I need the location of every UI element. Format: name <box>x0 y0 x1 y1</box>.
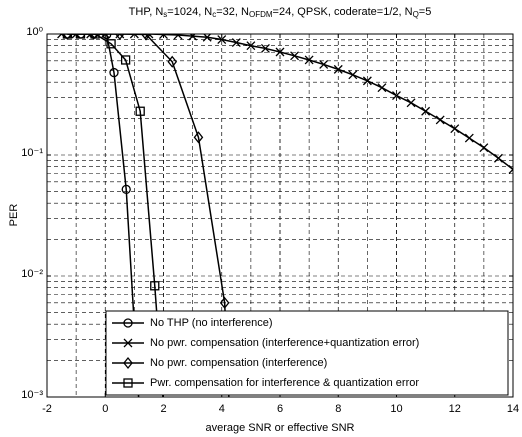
marker <box>144 34 154 39</box>
title-part: =32, N <box>216 6 249 18</box>
marker <box>120 55 131 65</box>
marker <box>106 39 116 49</box>
marker <box>167 55 178 68</box>
x-tick-label: 14 <box>507 403 519 415</box>
y-axis-label: PER <box>8 204 20 227</box>
marker <box>57 34 67 39</box>
marker <box>86 34 96 39</box>
marker <box>392 91 401 101</box>
marker <box>75 34 86 39</box>
marker <box>100 34 110 39</box>
title-part: THP, N <box>129 6 164 18</box>
marker <box>62 34 73 39</box>
x-tick-label: 10 <box>390 403 402 415</box>
marker <box>202 34 212 42</box>
marker <box>219 296 230 309</box>
marker <box>121 184 131 195</box>
plot-frame <box>46 33 514 398</box>
marker <box>450 124 460 134</box>
marker <box>493 153 503 163</box>
legend-marker <box>123 338 133 348</box>
marker <box>71 34 81 39</box>
marker <box>508 164 513 174</box>
x-axis-label: average SNR or effective SNR <box>206 422 355 434</box>
title-subscript: Q <box>413 10 419 19</box>
marker <box>135 106 145 116</box>
marker <box>246 41 256 51</box>
marker <box>479 143 489 153</box>
marker <box>421 106 431 116</box>
x-tick-label: 4 <box>219 403 225 415</box>
title-subscript: s <box>163 10 167 19</box>
series-line <box>67 34 230 397</box>
marker <box>435 115 445 125</box>
marker <box>129 34 139 39</box>
x-tick-label: 6 <box>277 403 283 415</box>
marker <box>362 76 372 86</box>
marker <box>260 43 270 53</box>
marker <box>217 35 227 44</box>
y-tick-label: 10⁻³ <box>21 389 43 401</box>
title-subscript: OFDM <box>249 10 273 19</box>
marker <box>319 60 329 69</box>
marker <box>62 34 73 41</box>
x-tick-label: -2 <box>42 403 52 415</box>
legend-marker <box>123 318 133 328</box>
y-tick-label: 10⁻² <box>21 268 43 280</box>
legend-label: No pwr. compensation (interference+quant… <box>150 337 419 349</box>
series-line <box>61 34 513 171</box>
marker <box>464 133 474 143</box>
legend: No THP (no interference) No pwr. compensa… <box>105 310 509 396</box>
series-line <box>67 34 164 397</box>
legend-label: Pwr. compensation for interference & qua… <box>150 377 419 389</box>
marker <box>88 34 99 41</box>
marker <box>109 67 119 78</box>
marker <box>159 34 168 39</box>
marker <box>231 38 241 47</box>
plot-data <box>57 34 513 397</box>
title-subscript: c <box>212 10 216 19</box>
marker <box>173 34 183 40</box>
marker <box>188 34 198 41</box>
y-tick-label: 10⁰ <box>26 26 43 38</box>
marker <box>406 98 416 108</box>
marker <box>377 83 387 93</box>
marker <box>150 281 160 291</box>
x-tick-label: 12 <box>449 403 461 415</box>
legend-marker <box>123 378 133 388</box>
chart-title: THP, Ns=1024, Nc=32, NOFDM=24, QPSK, cod… <box>129 6 432 19</box>
marker <box>141 34 151 41</box>
title-part: =24, QPSK, coderate=1/2, N <box>273 6 413 18</box>
title-part: =5 <box>419 6 432 18</box>
legend-label: No THP (no interference) <box>150 317 272 329</box>
legend-label: No pwr. compensation (interference) <box>150 357 327 369</box>
x-tick-label: 8 <box>335 403 341 415</box>
legend-marker <box>123 356 133 370</box>
y-tick-label: 10⁻¹ <box>21 147 43 159</box>
marker <box>275 47 285 57</box>
marker <box>114 34 125 41</box>
legend-box <box>105 310 509 396</box>
marker <box>193 131 204 144</box>
marker <box>90 34 100 39</box>
marker <box>304 55 314 65</box>
title-part: =1024, N <box>167 6 212 18</box>
marker <box>290 51 300 61</box>
x-tick-label: 0 <box>102 403 108 415</box>
marker <box>348 70 358 80</box>
x-tick-label: 2 <box>160 403 166 415</box>
marker <box>333 64 343 74</box>
